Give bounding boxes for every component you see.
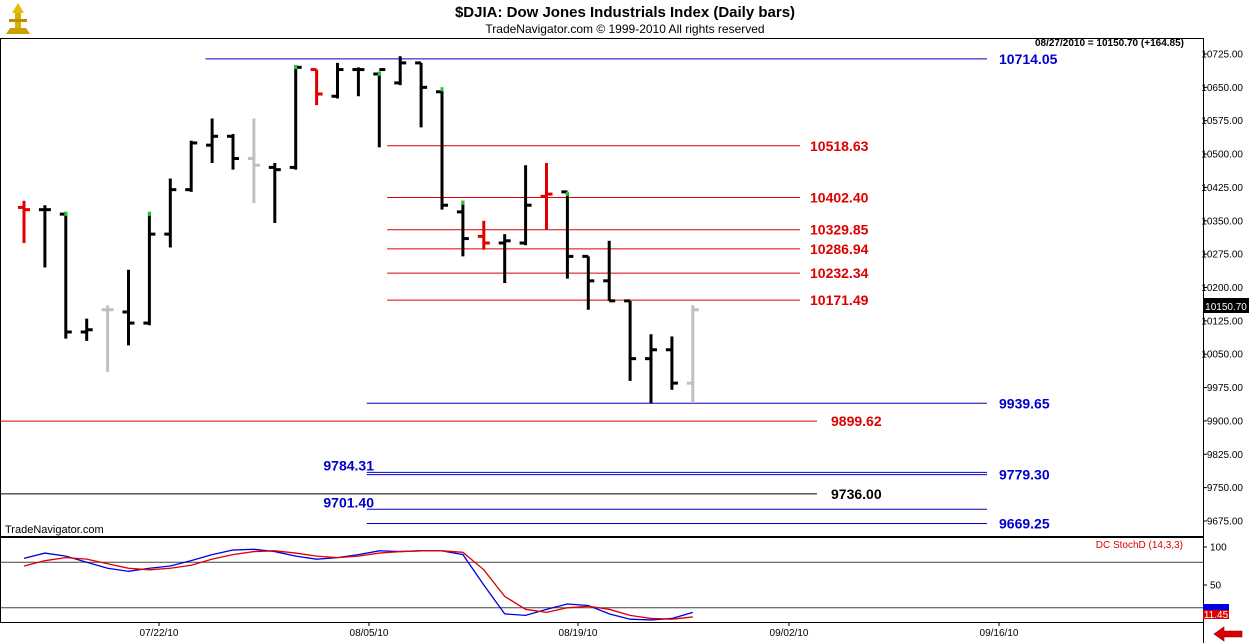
ohlc-bar bbox=[373, 68, 386, 148]
ohlc-bar bbox=[477, 220, 490, 250]
ohlc-bar bbox=[603, 240, 616, 303]
date-axis: 07/22/10 08/05/10 08/19/10 09/02/10 09/16/10 bbox=[140, 622, 1019, 639]
ohlc-bar bbox=[227, 134, 239, 170]
ohlc-bar bbox=[185, 140, 198, 192]
level-label: 9939.65 bbox=[999, 395, 1050, 411]
ohlc-bar bbox=[415, 61, 428, 128]
y-tick-label: 10575.00 bbox=[1201, 116, 1243, 127]
level-label: 9669.25 bbox=[999, 516, 1050, 532]
y-tick-label: 10200.00 bbox=[1201, 283, 1243, 294]
level-label: 9736.00 bbox=[831, 486, 882, 502]
x-tick-label: 08/05/10 bbox=[350, 628, 389, 639]
x-tick-label: 07/22/10 bbox=[140, 628, 179, 639]
price-bars bbox=[18, 56, 699, 404]
ohlc-bar bbox=[206, 118, 219, 163]
ohlc-bar bbox=[101, 305, 114, 373]
stoch-last-marker: 11.45 bbox=[1203, 604, 1229, 621]
y-tick-label: 9750.00 bbox=[1207, 483, 1244, 494]
ohlc-bar bbox=[540, 162, 553, 230]
y-tick-label: 9675.00 bbox=[1207, 517, 1244, 528]
ohlc-bar bbox=[665, 336, 678, 390]
ohlc-bar bbox=[582, 254, 595, 310]
ohlc-bar bbox=[18, 200, 30, 244]
stoch-series-line bbox=[23, 550, 693, 620]
x-tick-label: 08/19/10 bbox=[559, 628, 598, 639]
ohlc-bar bbox=[519, 165, 532, 246]
last-price-label: 10150.70 bbox=[1205, 302, 1247, 313]
watermark-text: TradeNavigator.com bbox=[5, 524, 104, 536]
ohlc-bar bbox=[561, 190, 574, 279]
y-tick-label: 10125.00 bbox=[1201, 316, 1243, 327]
level-label: 10518.63 bbox=[810, 138, 869, 154]
x-tick-label: 09/16/10 bbox=[980, 628, 1019, 639]
stoch-y-tick-label: 50 bbox=[1210, 581, 1222, 592]
stoch-y-axis: 100 50 bbox=[1203, 543, 1227, 592]
stoch-title: DC StochD (14,3,3) bbox=[1096, 540, 1183, 551]
ohlc-bar bbox=[143, 211, 156, 326]
level-label: 10232.34 bbox=[810, 265, 869, 281]
stoch-series-line bbox=[23, 548, 693, 621]
level-label: 10402.40 bbox=[810, 189, 869, 205]
y-tick-label: 10650.00 bbox=[1201, 83, 1243, 94]
y-tick-label: 10500.00 bbox=[1201, 150, 1243, 161]
price-y-axis: 10725.00 10650.00 10575.00 10500.00 10425.00… bbox=[1201, 50, 1243, 528]
level-label: 10171.49 bbox=[810, 292, 869, 308]
stoch-last-label: 11.45 bbox=[1204, 610, 1229, 621]
level-label: 9701.40 bbox=[323, 494, 374, 510]
ohlc-bar bbox=[686, 305, 699, 404]
ohlc-bar bbox=[624, 299, 637, 381]
stoch-lines bbox=[1, 548, 1203, 621]
brand-logo-icon bbox=[6, 3, 30, 34]
y-tick-label: 10050.00 bbox=[1201, 350, 1243, 361]
ohlc-bar bbox=[498, 234, 511, 284]
y-tick-label: 10425.00 bbox=[1201, 183, 1243, 194]
ohlc-bar bbox=[645, 334, 657, 404]
level-label: 9779.30 bbox=[999, 467, 1050, 483]
level-label: 10329.85 bbox=[810, 222, 869, 238]
y-tick-label: 10350.00 bbox=[1201, 216, 1243, 227]
ohlc-bar bbox=[80, 318, 93, 341]
ohlc-bar bbox=[247, 118, 260, 203]
y-tick-label: 9975.00 bbox=[1207, 383, 1244, 394]
ohlc-bar bbox=[436, 87, 448, 210]
level-label: 9899.62 bbox=[831, 413, 882, 429]
stoch-panel bbox=[0, 537, 1204, 623]
ohlc-bar bbox=[59, 211, 72, 339]
ohlc-bar bbox=[352, 67, 365, 97]
y-tick-label: 9900.00 bbox=[1207, 416, 1244, 427]
chart-subtitle: TradeNavigator.com © 1999-2010 All right… bbox=[485, 22, 764, 36]
level-label: 10714.05 bbox=[999, 51, 1058, 67]
x-tick-label: 09/02/10 bbox=[770, 628, 809, 639]
ohlc-bar bbox=[164, 178, 177, 248]
last-quote-label: 08/27/2010 = 10150.70 (+164.85) bbox=[1035, 38, 1184, 49]
ohlc-bar bbox=[122, 269, 135, 346]
stoch-y-tick-label: 100 bbox=[1210, 543, 1227, 554]
last-price-marker: 10150.70 bbox=[1203, 298, 1249, 313]
level-label: 10286.94 bbox=[810, 241, 869, 257]
ohlc-bar bbox=[456, 200, 469, 257]
ohlc-bar bbox=[394, 56, 407, 86]
level-lines: 10714.05 10518.63 10402.40 10329.85 10286.94… bbox=[1, 51, 1058, 532]
ohlc-bar bbox=[331, 62, 344, 99]
ohlc-bar bbox=[289, 65, 302, 170]
y-tick-label: 9825.00 bbox=[1207, 450, 1244, 461]
y-tick-label: 10725.00 bbox=[1201, 50, 1243, 61]
y-tick-label: 10275.00 bbox=[1201, 250, 1243, 261]
chart-title: $DJIA: Dow Jones Industrials Index (Dail… bbox=[455, 4, 795, 21]
ohlc-bar bbox=[268, 162, 281, 224]
ohlc-bar bbox=[38, 205, 51, 268]
level-label: 9784.31 bbox=[323, 457, 374, 473]
ohlc-bar bbox=[310, 68, 323, 106]
scroll-arrow-left-icon[interactable] bbox=[1210, 626, 1246, 642]
price-panel bbox=[0, 38, 1204, 537]
